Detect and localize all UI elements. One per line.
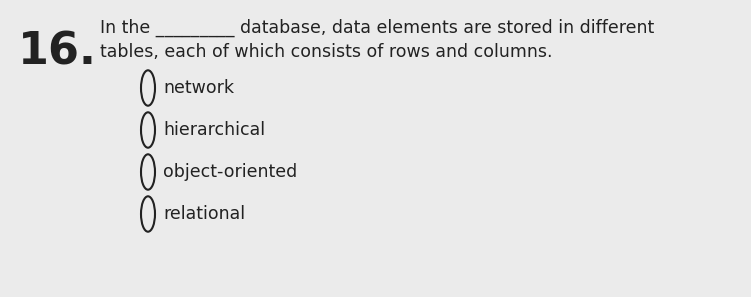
Text: object-oriented: object-oriented <box>163 163 297 181</box>
Text: relational: relational <box>163 205 245 223</box>
Text: In the _________ database, data elements are stored in different: In the _________ database, data elements… <box>100 19 654 37</box>
Text: tables, each of which consists of rows and columns.: tables, each of which consists of rows a… <box>100 43 553 61</box>
Text: 16.: 16. <box>18 31 97 73</box>
Text: hierarchical: hierarchical <box>163 121 265 139</box>
Text: network: network <box>163 79 234 97</box>
